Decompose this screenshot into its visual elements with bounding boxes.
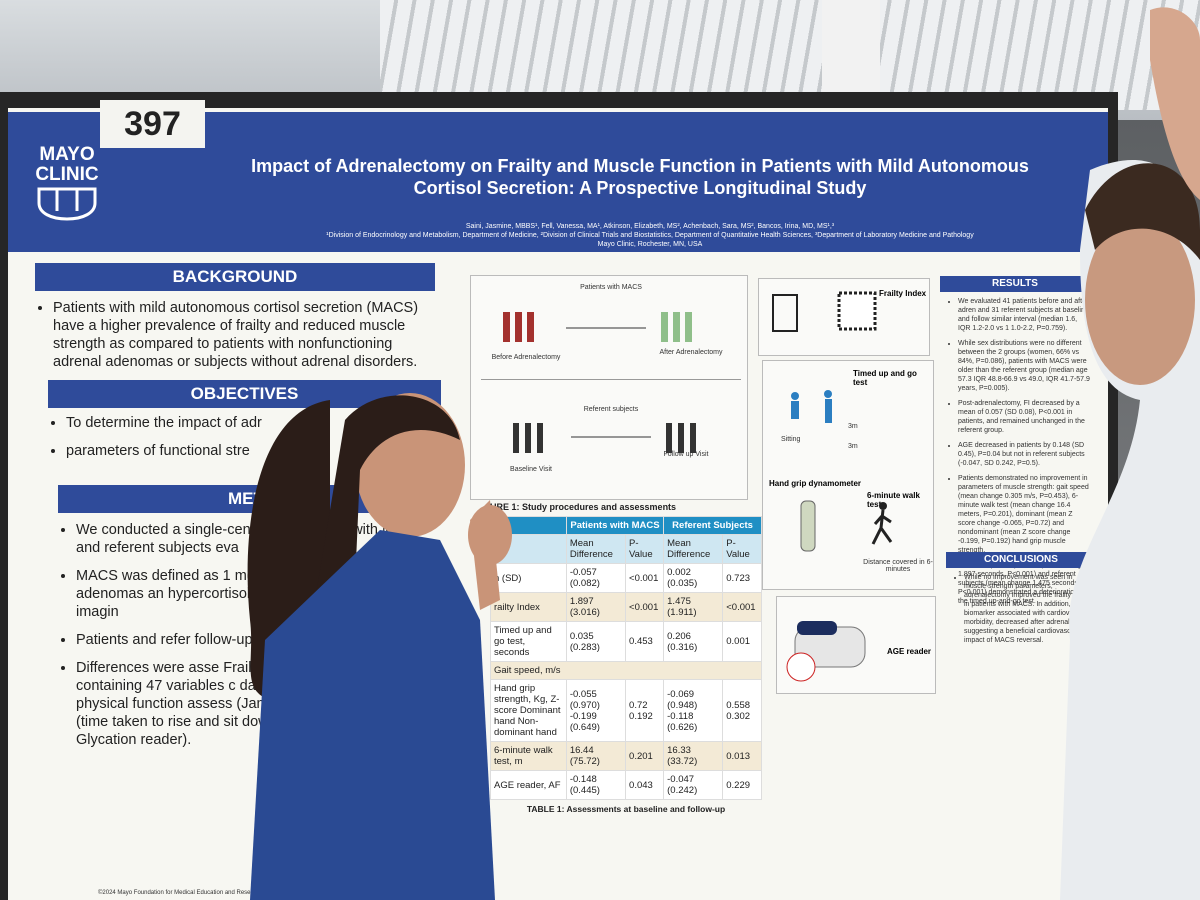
figure-label: After Adrenalectomy: [659, 349, 723, 356]
icons: [791, 390, 832, 423]
section-heading: BACKGROUND: [35, 263, 435, 291]
figure-label: Follow up Visit: [663, 451, 709, 458]
section-heading: CONCLUSIONS: [946, 552, 1096, 568]
table-cell: 0.723: [722, 563, 762, 593]
background-section: BACKGROUND Patients with mild autonomous…: [35, 263, 435, 381]
section-heading: RESULTS: [940, 276, 1090, 292]
table-cell: -0.069 (0.948) -0.118 (0.626): [663, 679, 724, 742]
table-cell: 0.002 (0.035): [663, 563, 724, 593]
panel-label: Distance covered in 6-minutes: [863, 559, 933, 573]
row-label: 6-minute walk test, m: [490, 741, 567, 771]
affiliations: ¹Division of Endocrinology and Metabolis…: [326, 232, 974, 239]
table-row: 6-minute walk test, m 16.44 (75.72) 0.201 1…: [490, 741, 762, 771]
bullet: While no improvement was seen in muscle …: [964, 573, 1096, 645]
panel-label: 3m: [848, 423, 858, 430]
bullet-list: Patients with mild autonomous cortisol s…: [35, 299, 435, 371]
panel-label: AGE reader: [887, 647, 932, 656]
row-label: Hand grip strength, Kg, Z-score Dominant…: [490, 679, 567, 742]
author-list: Saini, Jasmine, MBBS¹, Fell, Vanessa, MA…: [465, 223, 835, 230]
table-row: h (SD) -0.057 (0.082) <0.001 0.002 (0.035) 0…: [490, 563, 762, 593]
bullet: Patients with mild autonomous cortisol s…: [53, 299, 435, 371]
figure-caption: URE 1: Study procedures and assessments: [490, 502, 677, 512]
table-cell: <0.001: [722, 592, 762, 622]
logo-text: CLINIC: [35, 164, 99, 185]
sub-header: P-Value: [625, 534, 665, 564]
bullet: We evaluated 41 patients before and afte…: [958, 297, 1090, 333]
subheader-row: Mean Difference P-Value Mean Difference P-V…: [490, 534, 762, 564]
header-row: Patients with MACS Referent Subjects: [490, 516, 762, 535]
panel-label: Sitting: [781, 436, 801, 443]
ceiling: [380, 0, 1200, 110]
frailty-panel: Frailty Index: [758, 278, 930, 356]
bullet-list: We evaluated 41 patients before and afte…: [940, 297, 1090, 606]
sub-header: P-Value: [722, 534, 762, 564]
copyright: ©2024 Mayo Foundation for Medical Educat…: [98, 890, 263, 896]
bullet: AGE decreased in patients by 0.148 (SD 0…: [958, 441, 1090, 468]
table-cell: 0.206 (0.316): [663, 621, 724, 662]
panel-label: Hand grip dynamometer: [769, 479, 862, 488]
figure-icons: [513, 423, 696, 453]
table-cell: -0.055 (0.970) -0.199 (0.649): [565, 679, 627, 742]
sub-header: Mean Difference: [663, 534, 724, 564]
figure-label: Baseline Visit: [510, 466, 552, 473]
conclusions-section: CONCLUSIONS While no improvement was see…: [946, 552, 1096, 651]
tests-panel: Timed up and go test Sitting 3m 3m Hand …: [762, 360, 934, 590]
bullet: Post-adrenalectomy, FI decreased by a me…: [958, 399, 1090, 435]
study-figure: Patients with MACS Before Adrenalectomy …: [470, 275, 748, 500]
bullet-list: While no improvement was seen in muscle …: [946, 573, 1096, 645]
icons: [800, 500, 893, 552]
bullet: While sex distributions were no differen…: [958, 339, 1090, 393]
panel-label: 3m: [848, 443, 858, 450]
table-row: Timed up and go test, seconds 0.035 (0.28…: [490, 621, 762, 662]
table-cell: 0.453: [625, 621, 665, 662]
logo: MAYO CLINIC: [22, 145, 112, 226]
table-cell: -0.148 (0.445): [565, 770, 627, 800]
bullet: parameters of functional stre: [66, 442, 441, 460]
poster-title: Impact of Adrenalectomy on Frailty and M…: [251, 156, 1029, 198]
table-cell: 0.229: [722, 770, 762, 800]
table-cell: 0.001: [722, 621, 762, 662]
panel-label: Frailty Index: [879, 289, 927, 298]
table-cell: 16.44 (75.72): [565, 741, 627, 771]
device: [786, 621, 866, 682]
table-cell: 0.043: [625, 770, 665, 800]
poster-number: 397: [100, 100, 205, 148]
figure-label: Before Adrenalectomy: [491, 354, 561, 361]
results-table: Patients with MACS Referent Subjects Mean …: [490, 516, 762, 814]
table-row: railty Index 1.897 (3.016) <0.001 1.475 (1.…: [490, 592, 762, 622]
table-cell: 0.72 0.192: [625, 679, 665, 742]
sub-header: Mean Difference: [565, 534, 627, 564]
figure-icons: [503, 312, 692, 342]
panel-label: 6-minute walk test: [867, 491, 920, 509]
panel-label: Timed up and go test: [853, 369, 917, 387]
bullet-list: To determine the impact of adr parameters…: [48, 414, 441, 460]
age-panel: AGE reader: [776, 596, 936, 694]
results-section: RESULTS We evaluated 41 patients before …: [940, 276, 1090, 612]
divider: [481, 379, 741, 380]
table-row: AGE reader, AF -0.148 (0.445) 0.043 -0.047 …: [490, 770, 762, 800]
table-row: Hand grip strength, Kg, Z-score Dominant…: [490, 679, 762, 742]
figure-label: Referent subjects: [583, 406, 639, 413]
figure-label: Patients with MACS: [580, 284, 642, 291]
table-cell: 0.201: [625, 741, 665, 771]
table: Patients with MACS Referent Subjects Mean …: [490, 516, 762, 800]
table-cell: -0.047 (0.242): [663, 770, 724, 800]
location: Mayo Clinic, Rochester, MN, USA: [597, 241, 703, 248]
table-cell: <0.001: [625, 592, 665, 622]
row-label: AGE reader, AF: [490, 770, 567, 800]
logo-shield: [37, 187, 97, 221]
icons: [772, 291, 877, 332]
group-header: Patients with MACS: [565, 516, 665, 535]
table-cell: 16.33 (33.72): [663, 741, 724, 771]
bullet: To determine the impact of adr: [66, 414, 441, 432]
table-caption: TABLE 1: Assessments at baseline and fol…: [526, 804, 726, 814]
authors: Saini, Jasmine, MBBS¹, Fell, Vanessa, MA…: [300, 222, 1000, 249]
table-cell: -0.057 (0.082): [565, 563, 627, 593]
logo-text: MAYO: [39, 144, 95, 165]
table-cell: 0.035 (0.283): [565, 621, 627, 662]
row-label: railty Index: [490, 592, 567, 622]
bullet: Patients demonstrated no improvement in …: [958, 474, 1090, 555]
